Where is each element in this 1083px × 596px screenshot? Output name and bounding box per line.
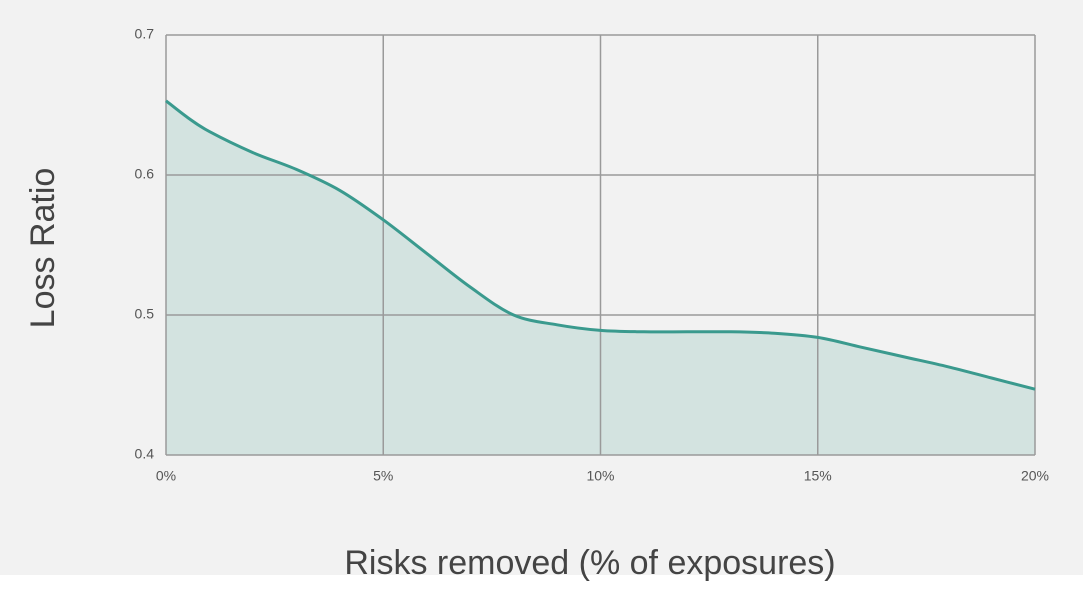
x-tick-label: 0% [156, 468, 176, 484]
y-tick-label: 0.6 [135, 166, 155, 182]
x-tick-label: 15% [804, 468, 832, 484]
background [0, 0, 1083, 575]
area-line [165, 99, 1036, 391]
y-tick-label: 0.5 [135, 306, 155, 322]
y-axis-title: Loss Ratio [24, 168, 62, 329]
x-tick-label: 5% [373, 468, 393, 484]
bottom-strip [0, 575, 1083, 596]
x-axis-title: Risks removed (% of exposures) [344, 544, 835, 582]
x-tick-label: 10% [586, 468, 614, 484]
y-tick-label: 0.7 [135, 26, 155, 42]
x-tick-label: 20% [1021, 468, 1049, 484]
y-tick-label: 0.4 [135, 446, 155, 462]
